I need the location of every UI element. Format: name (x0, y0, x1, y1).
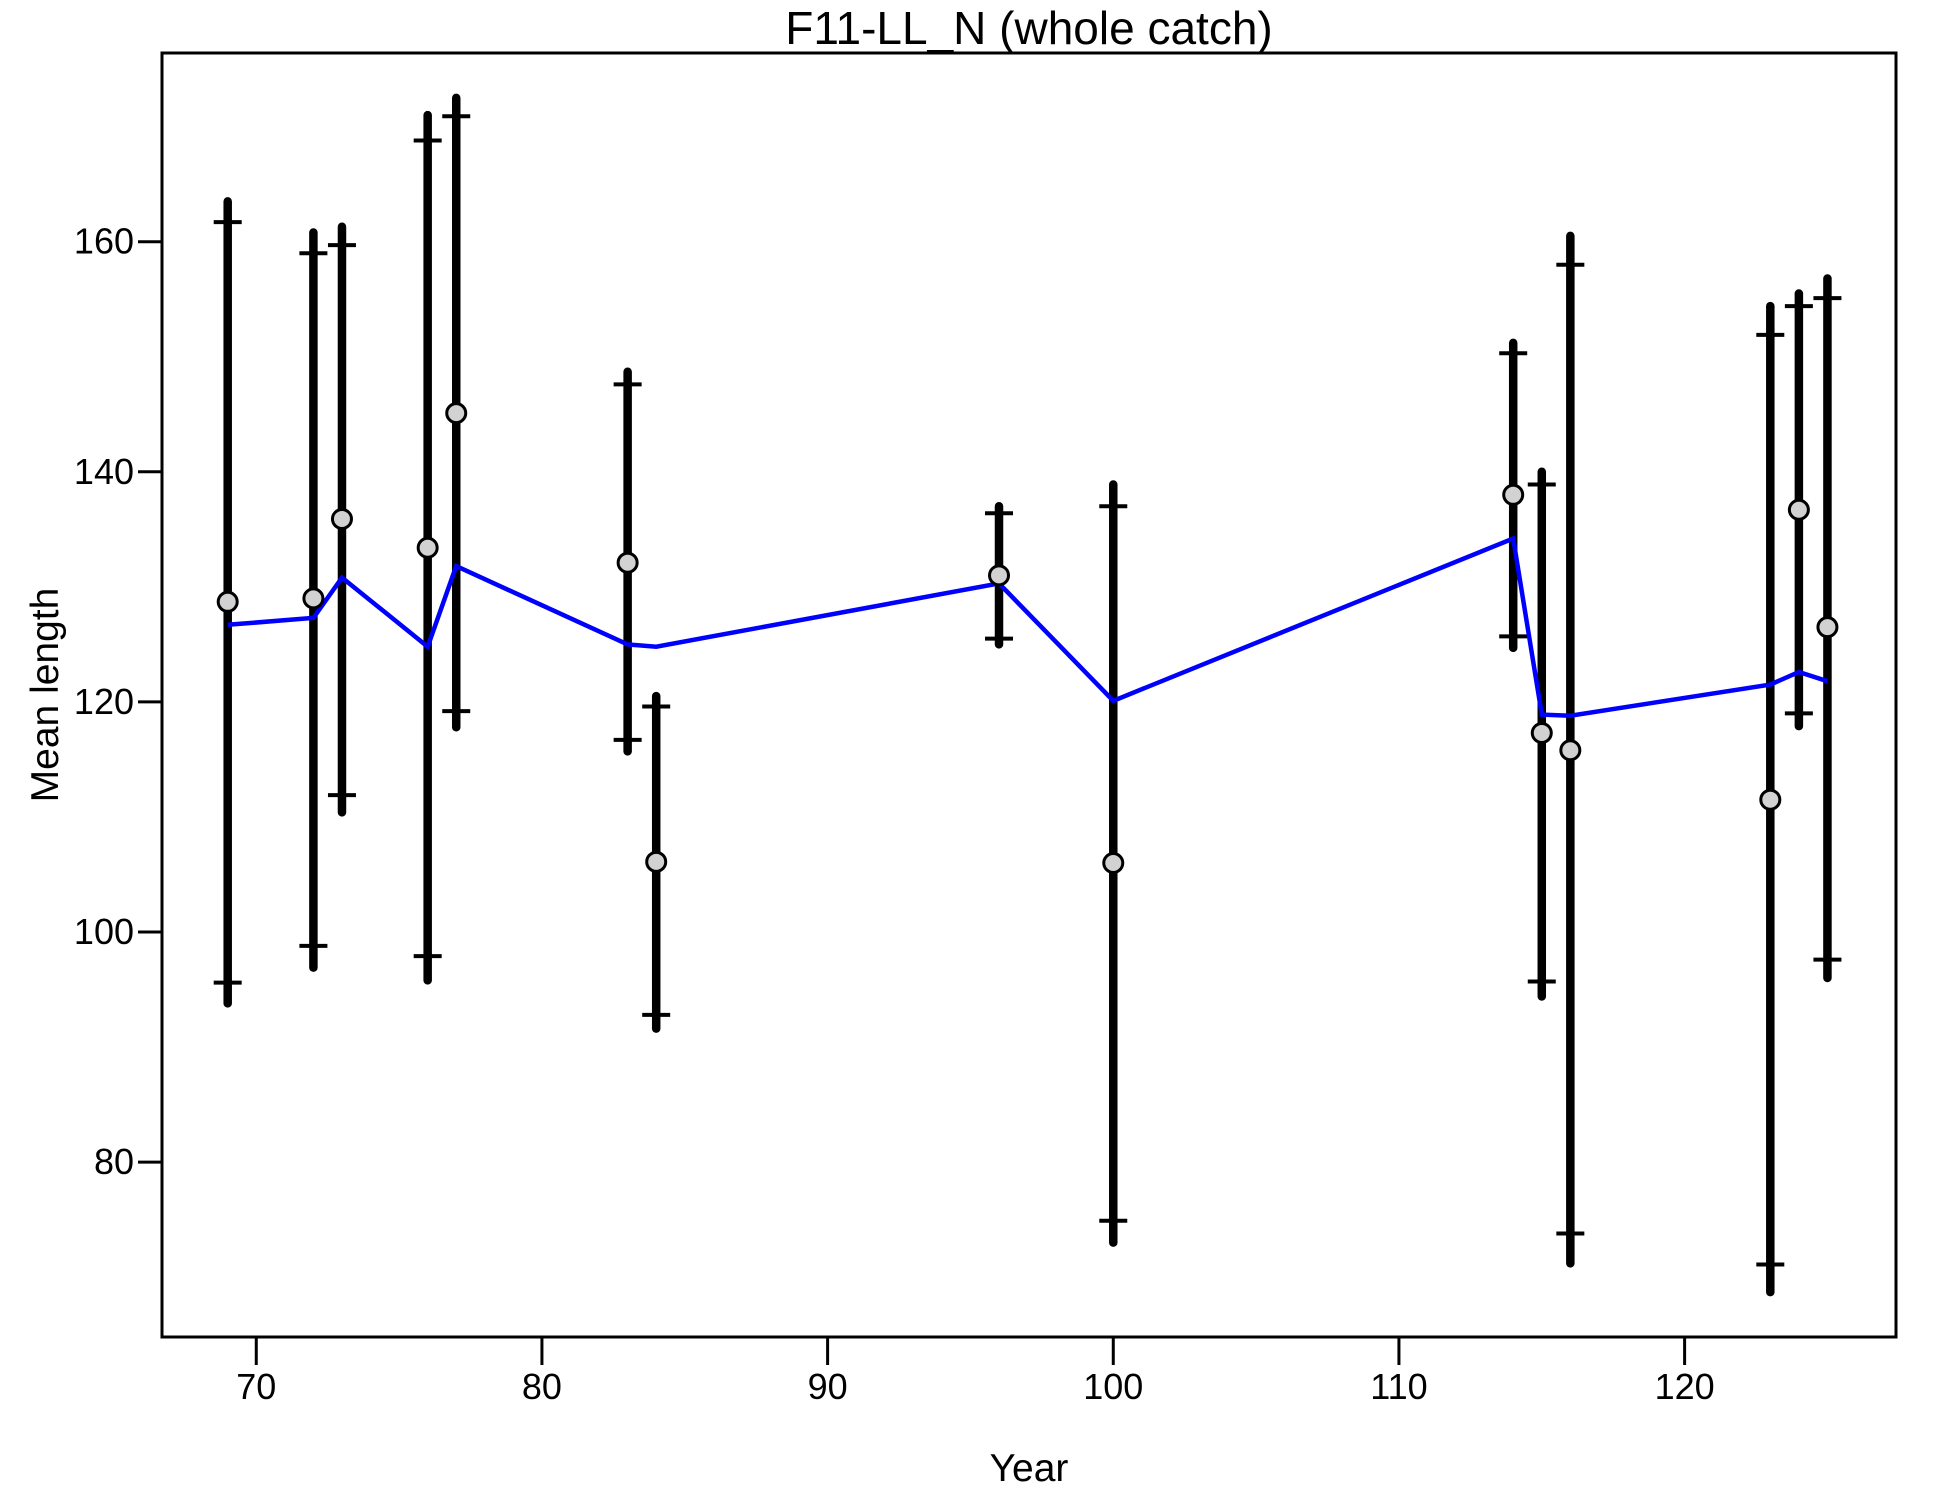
mean-point (1759, 788, 1782, 811)
mean-point (1502, 483, 1525, 506)
plot-content: 70 80 90 100 110 120 80 100 120 140 160 (74, 93, 1842, 1407)
y-tick-label: 160 (74, 221, 134, 262)
mean-point (445, 402, 468, 425)
y-tick-label: 120 (74, 681, 134, 722)
plot-border (160, 51, 1898, 1339)
mean-point (1816, 616, 1839, 639)
y-tick-label: 80 (94, 1141, 134, 1182)
x-axis-label: Year (990, 1447, 1069, 1490)
mean-point (645, 850, 668, 873)
mean-point (616, 551, 639, 574)
mean-point (1530, 721, 1553, 744)
mean-point (302, 587, 325, 610)
mean-point (1102, 851, 1125, 874)
x-tick-label: 80 (522, 1366, 562, 1407)
x-tick-label: 120 (1655, 1366, 1715, 1407)
mean-point (988, 564, 1011, 587)
chart-title: F11-LL_N (whole catch) (785, 2, 1272, 54)
y-tick-label: 100 (74, 911, 134, 952)
fit-line (227, 535, 1829, 718)
y-tick-label: 140 (74, 451, 134, 492)
y-axis-label: Mean length (24, 588, 67, 803)
mean-point (416, 536, 439, 559)
mean-point (1559, 739, 1582, 762)
x-tick-label: 100 (1083, 1366, 1143, 1407)
mean-point (1787, 498, 1810, 521)
x-tick-label: 90 (808, 1366, 848, 1407)
mean-point (216, 590, 239, 613)
mean-point (330, 507, 353, 530)
x-tick-label: 110 (1370, 1366, 1427, 1407)
x-tick-label: 70 (236, 1366, 276, 1407)
